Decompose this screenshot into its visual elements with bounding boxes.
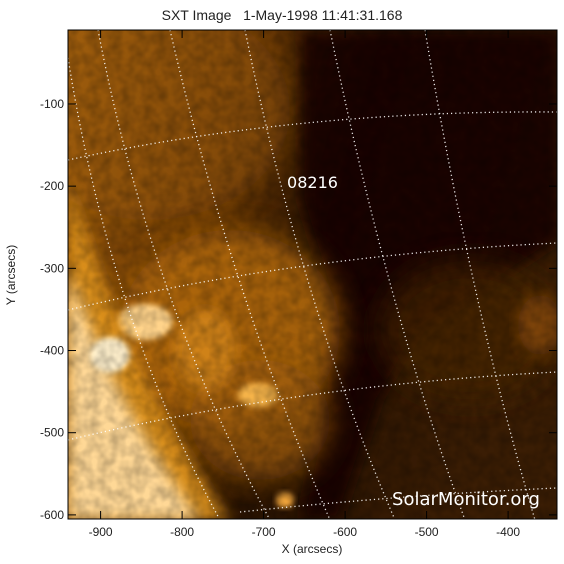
x-tick-label: -600 — [333, 525, 357, 539]
x-tick-label: -400 — [496, 525, 520, 539]
watermark: SolarMonitor.org — [392, 489, 540, 510]
solar-image-area — [68, 30, 557, 519]
latitude-line — [239, 487, 557, 513]
image-title: SXT Image 1-May-1998 11:41:31.168 — [161, 7, 403, 23]
x-axis-title: X (arcsecs) — [282, 542, 343, 556]
y-tick-label: -100 — [40, 97, 64, 111]
plot-frame — [67, 29, 558, 520]
y-axis-title: Y (arcsecs) — [4, 245, 18, 305]
heliographic-grid — [68, 30, 557, 519]
x-axis: -900 -800 -700 -600 -500 -400 — [89, 30, 520, 539]
longitude-line — [68, 57, 221, 519]
y-tick-label: -300 — [40, 261, 64, 275]
longitude-line — [244, 30, 396, 519]
x-tick-label: -900 — [89, 525, 113, 539]
active-region-label: 08216 — [287, 173, 338, 192]
longitude-line — [329, 30, 466, 519]
x-tick-label: -700 — [252, 525, 276, 539]
y-tick-label: -500 — [40, 426, 64, 440]
y-axis: -100 -200 -300 -400 -500 -600 — [40, 97, 557, 522]
x-tick-label: -800 — [170, 525, 194, 539]
x-tick-label: -500 — [415, 525, 439, 539]
image-texture — [68, 30, 557, 519]
y-tick-label: -200 — [40, 179, 64, 193]
y-tick-label: -600 — [40, 508, 64, 522]
y-tick-label: -400 — [40, 344, 64, 358]
